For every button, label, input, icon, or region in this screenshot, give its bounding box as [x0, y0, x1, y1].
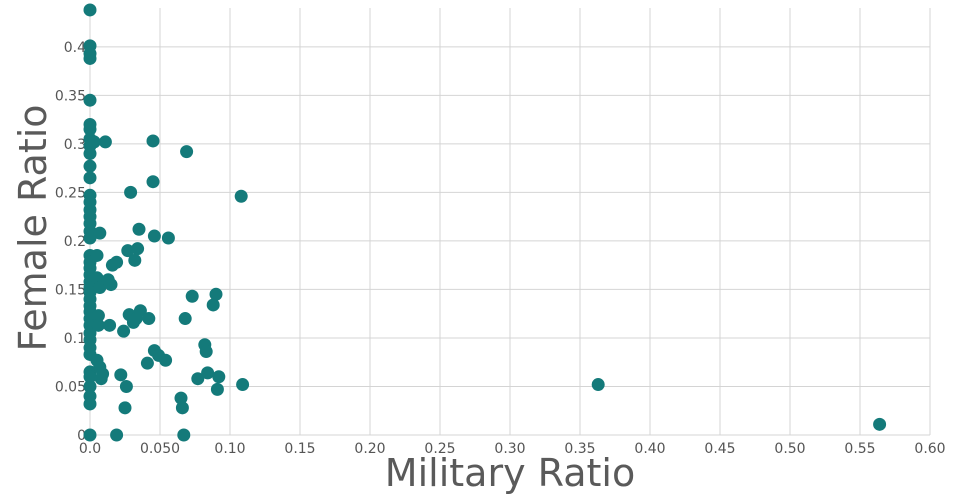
x-tick-label: 0.40	[634, 441, 665, 457]
data-point	[146, 175, 160, 189]
data-point	[83, 159, 97, 173]
data-point	[98, 135, 112, 149]
data-point	[93, 226, 107, 240]
data-point	[91, 309, 105, 323]
y-tick-label: 0.15	[55, 282, 86, 298]
y-tick-label: 0.3	[64, 137, 86, 153]
data-point	[128, 253, 142, 267]
data-point	[83, 171, 97, 185]
data-point	[210, 382, 224, 396]
data-point	[83, 122, 97, 136]
data-point	[142, 312, 156, 326]
x-tick-label: 0.50	[774, 441, 805, 457]
data-point	[93, 280, 107, 294]
data-point	[90, 248, 104, 262]
x-axis-title: Military Ratio	[385, 451, 635, 495]
data-point	[174, 391, 188, 405]
data-point	[91, 318, 105, 332]
data-point	[177, 428, 191, 442]
x-tick-label: 0.15	[284, 441, 315, 457]
tick-labels: 0.0 0.050 0.10 0.15 0.20 0.25 0.30 0.35 0.40 0.45…	[55, 40, 946, 457]
data-points	[83, 3, 887, 442]
x-tick-label: 0.25	[424, 441, 455, 457]
grid	[89, 8, 931, 436]
y-tick-label: 0	[77, 428, 86, 444]
data-point	[83, 370, 97, 384]
x-tick-label: 0.55	[844, 441, 875, 457]
x-tick-label: 0.050	[140, 441, 180, 457]
data-point	[114, 368, 128, 382]
y-tick-label: 0.2	[64, 234, 86, 250]
data-point	[133, 304, 147, 318]
data-point	[83, 3, 97, 17]
x-tick-label: 0.60	[914, 441, 945, 457]
y-tick-label: 0.4	[64, 40, 86, 56]
data-point	[131, 242, 145, 256]
data-point	[104, 278, 118, 292]
data-point	[110, 428, 124, 442]
y-tick-label: 0.1	[64, 331, 86, 347]
data-point	[117, 324, 131, 338]
data-point	[94, 372, 108, 386]
data-point	[147, 229, 161, 243]
data-point	[83, 397, 97, 411]
data-point	[83, 93, 97, 107]
data-point	[132, 222, 146, 236]
y-tick-label: 0.35	[55, 88, 86, 104]
x-tick-label: 0.10	[214, 441, 245, 457]
data-point	[83, 51, 97, 65]
data-point	[209, 287, 223, 301]
data-point	[185, 289, 199, 303]
data-point	[212, 370, 226, 384]
data-point	[83, 147, 97, 161]
data-point	[119, 379, 133, 393]
data-point	[234, 189, 248, 203]
data-point	[206, 298, 220, 312]
x-tick-label: 0.20	[354, 441, 385, 457]
y-axis-title: Female Ratio	[11, 104, 55, 351]
data-point	[191, 372, 205, 386]
data-point	[83, 231, 97, 245]
data-point	[121, 244, 135, 258]
x-tick-label: 0.45	[704, 441, 735, 457]
data-point	[201, 366, 215, 380]
data-point	[146, 134, 160, 148]
data-point	[83, 379, 97, 393]
data-point	[591, 378, 605, 392]
data-point	[103, 318, 117, 332]
x-tick-label: 0.0	[79, 441, 101, 457]
data-point	[124, 185, 138, 199]
y-tick-label: 0.25	[55, 185, 86, 201]
x-tick-label: 0.35	[564, 441, 595, 457]
data-point	[236, 378, 250, 392]
data-point	[159, 353, 173, 367]
data-point	[873, 417, 887, 431]
data-point	[199, 345, 213, 359]
data-point	[140, 356, 154, 370]
data-point	[87, 135, 101, 149]
data-point	[175, 401, 189, 415]
data-point	[180, 145, 194, 159]
data-point	[110, 255, 124, 269]
y-tick-label: 0.05	[55, 379, 86, 395]
data-point	[83, 428, 97, 442]
data-point	[178, 312, 192, 326]
data-point	[118, 401, 132, 415]
data-point	[161, 231, 175, 245]
x-tick-label: 0.30	[494, 441, 525, 457]
